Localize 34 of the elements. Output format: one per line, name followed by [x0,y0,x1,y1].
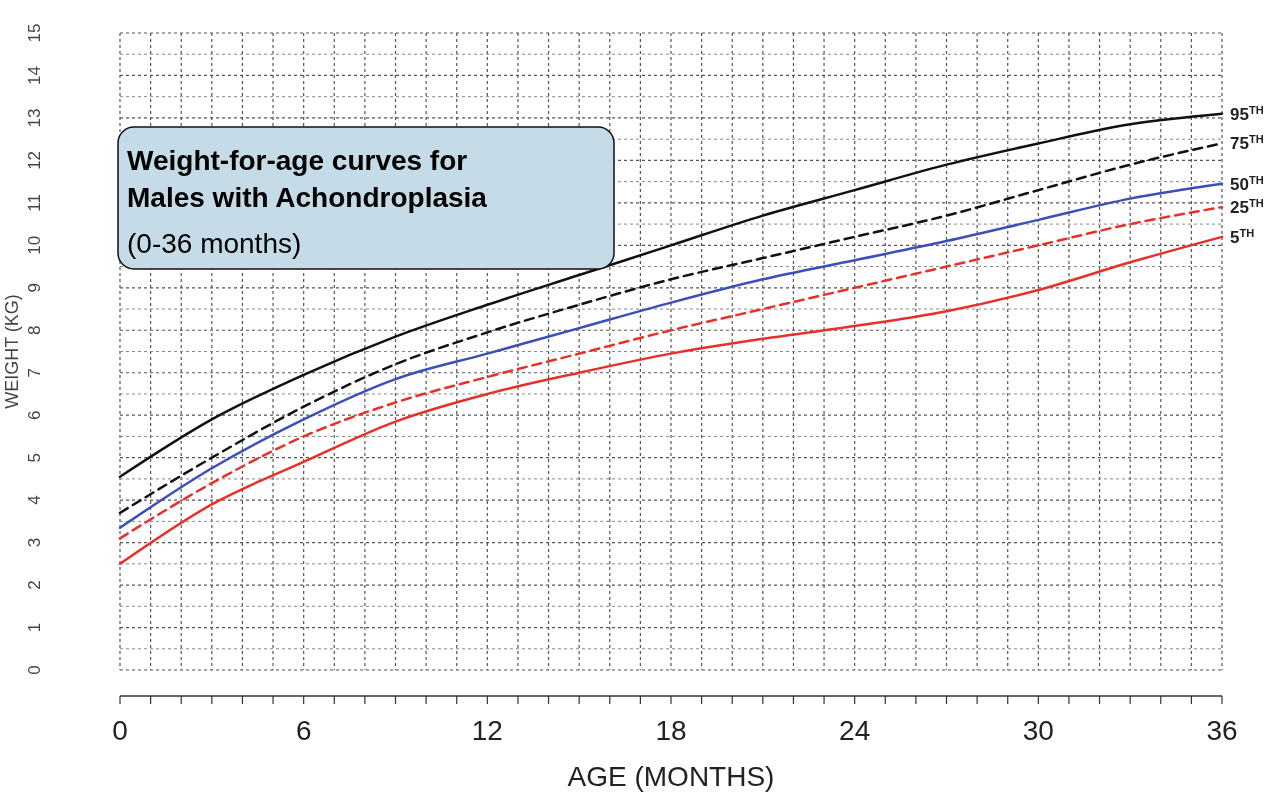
series-label: 75$^{TH}$ [1230,133,1264,154]
y-tick-label: 15 [25,23,44,43]
x-tick-label: 24 [839,715,871,746]
line-series [118,112,1224,479]
y-tick-label: 14 [25,66,44,85]
y-tick-label: 8 [25,325,44,335]
y-tick-label: 4 [25,495,44,505]
x-tick-label: 12 [471,715,503,746]
y-tick-label: 9 [25,283,44,293]
y-tick-label: 2 [25,580,44,590]
series-label: 50$^{TH}$ [1230,173,1264,194]
x-tick-label: 36 [1206,715,1238,746]
x-tick-label: 18 [655,715,687,746]
y-tick-label: 1 [25,622,44,633]
y-tick-label: 10 [25,235,44,255]
y-tick-label: 11 [25,194,44,212]
y-tick-label: 3 [25,537,44,548]
y-tick-label: 6 [25,410,44,420]
y-tick-label: 12 [25,150,44,170]
series-label: 5$^{TH}$ [1230,226,1255,247]
y-tick-label: 0 [25,665,44,675]
series-label: 25$^{TH}$ [1230,197,1264,218]
y-tick-label: 7 [25,368,44,378]
y-tick-label: 13 [25,108,44,128]
text: (0-36 months) [127,228,302,259]
line-series [118,235,1224,566]
series-label: 95$^{TH}$ [1230,103,1264,124]
x-tick-label: 0 [112,715,128,746]
text: Weight-for-age curves for Males with Achondroplasia [127,145,488,213]
x-axis-title: AGE (MONTHS) [567,761,775,792]
x-tick-label: 6 [295,715,312,746]
y-axis-title: WEIGHT (KG) [2,294,22,409]
x-tick-label: 30 [1022,715,1054,746]
y-tick-label: 5 [25,452,44,463]
